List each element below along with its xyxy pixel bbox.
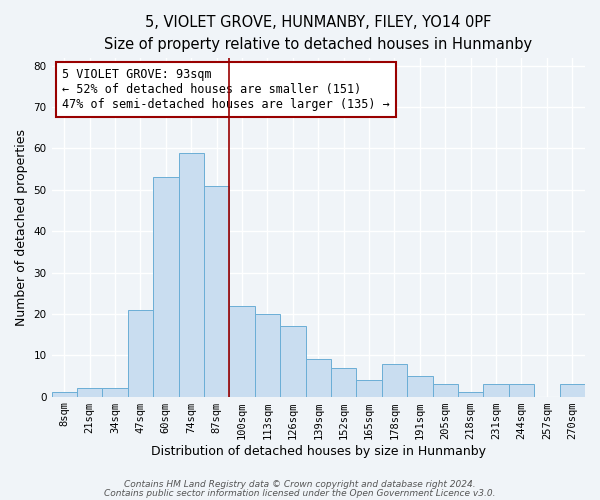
Bar: [509, 384, 534, 396]
Bar: [458, 392, 484, 396]
Text: Contains public sector information licensed under the Open Government Licence v3: Contains public sector information licen…: [104, 489, 496, 498]
X-axis label: Distribution of detached houses by size in Hunmanby: Distribution of detached houses by size …: [151, 444, 486, 458]
Bar: [331, 368, 356, 396]
Bar: [484, 384, 509, 396]
Bar: [128, 310, 153, 396]
Bar: [407, 376, 433, 396]
Bar: [77, 388, 103, 396]
Bar: [52, 392, 77, 396]
Bar: [560, 384, 585, 396]
Title: 5, VIOLET GROVE, HUNMANBY, FILEY, YO14 0PF
Size of property relative to detached: 5, VIOLET GROVE, HUNMANBY, FILEY, YO14 0…: [104, 15, 532, 52]
Y-axis label: Number of detached properties: Number of detached properties: [15, 128, 28, 326]
Text: 5 VIOLET GROVE: 93sqm
← 52% of detached houses are smaller (151)
47% of semi-det: 5 VIOLET GROVE: 93sqm ← 52% of detached …: [62, 68, 390, 110]
Text: Contains HM Land Registry data © Crown copyright and database right 2024.: Contains HM Land Registry data © Crown c…: [124, 480, 476, 489]
Bar: [179, 152, 204, 396]
Bar: [305, 360, 331, 397]
Bar: [356, 380, 382, 396]
Bar: [229, 306, 255, 396]
Bar: [153, 178, 179, 396]
Bar: [280, 326, 305, 396]
Bar: [204, 186, 229, 396]
Bar: [103, 388, 128, 396]
Bar: [382, 364, 407, 396]
Bar: [433, 384, 458, 396]
Bar: [255, 314, 280, 396]
